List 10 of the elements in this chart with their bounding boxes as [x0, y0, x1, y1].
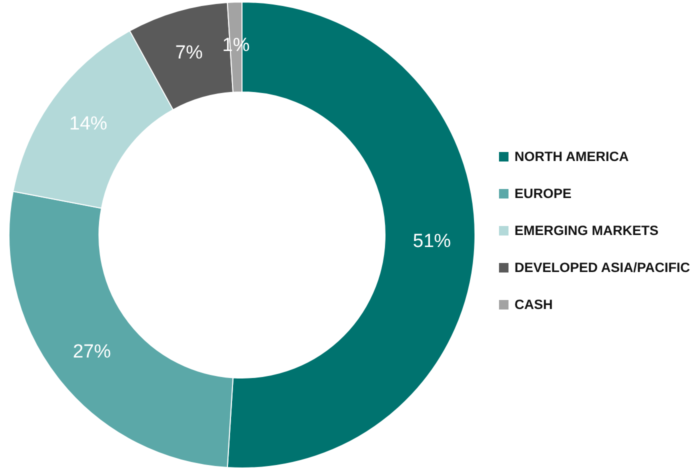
legend-label: NORTH AMERICA	[514, 148, 629, 164]
data-label: 7%	[175, 42, 203, 64]
legend-label: CASH	[514, 296, 553, 312]
data-label: 14%	[69, 113, 108, 134]
legend-label: EUROPE	[514, 186, 572, 201]
legend-label: DEVELOPED ASIA/PACIFIC	[514, 260, 690, 275]
data-label: 1%	[222, 35, 250, 56]
legend-label: EMERGING MARKETS	[514, 222, 659, 238]
data-label: 51%	[412, 230, 452, 252]
data-label: 27%	[72, 341, 111, 362]
